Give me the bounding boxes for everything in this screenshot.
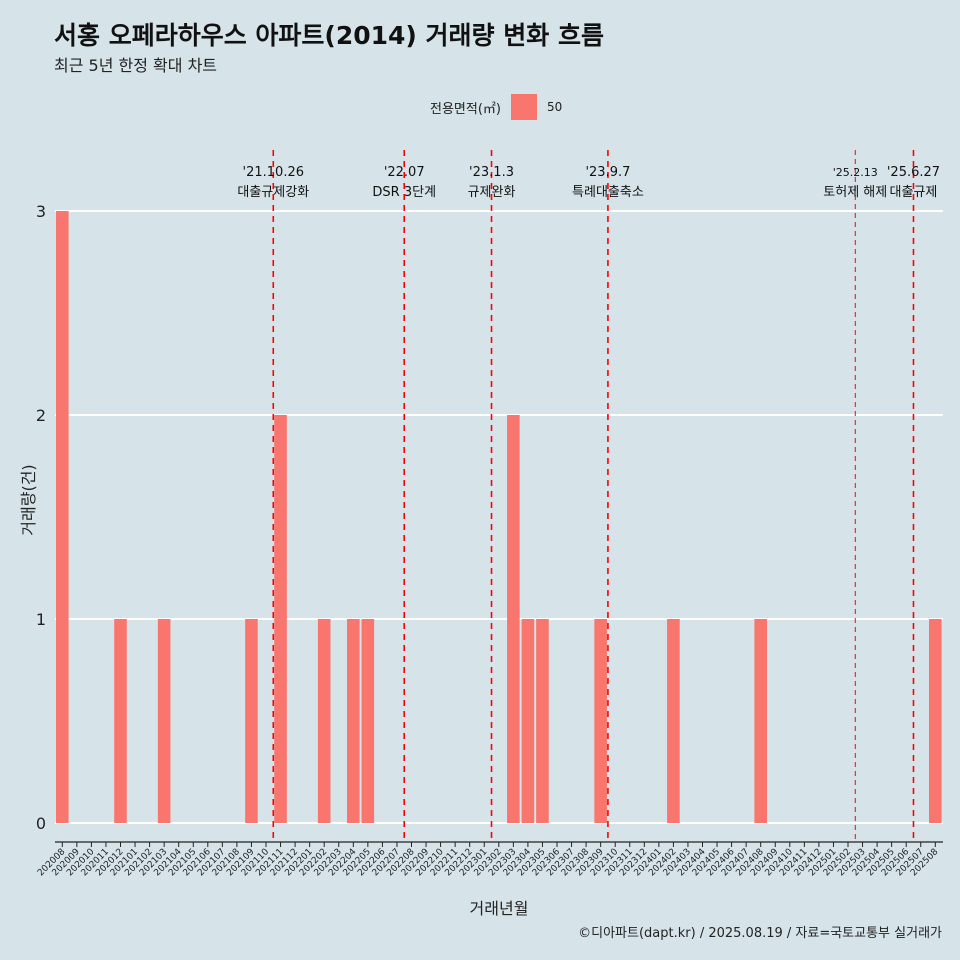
y-tick-label: 0 <box>36 814 46 833</box>
event-date-label: '23.9.7 <box>585 165 630 180</box>
chart-subtitle: 최근 5년 한정 확대 차트 <box>54 56 218 75</box>
bar <box>245 619 258 823</box>
event-date-label: '25.6.27 <box>887 165 940 180</box>
y-tick-label: 2 <box>36 406 46 425</box>
x-axis-title: 거래년월 <box>470 899 529 918</box>
legend-item-label: 50 <box>546 100 563 114</box>
bar <box>521 619 535 823</box>
bar <box>56 211 69 823</box>
bar <box>507 415 520 823</box>
bar <box>536 619 549 823</box>
event-label: 대출규제강화 <box>237 185 309 200</box>
y-tick-label: 3 <box>36 202 46 221</box>
bar <box>929 619 942 823</box>
y-tick-label: 1 <box>36 610 46 629</box>
legend-swatch <box>510 94 537 120</box>
bar <box>317 619 331 823</box>
event-label: 토허제 해제 <box>823 185 887 200</box>
event-date-label: '23.1.3 <box>469 165 514 180</box>
legend: 전용면적(㎡) 50 <box>430 94 562 120</box>
bar <box>667 619 680 823</box>
chart-title: 서홍 오페라하우스 아파트(2014) 거래량 변화 흐름 <box>54 21 604 50</box>
event-label: DSR 3단계 <box>372 185 436 200</box>
event-label: 특례대출축소 <box>572 185 644 200</box>
bar <box>274 415 287 823</box>
legend-title: 전용면적(㎡) <box>430 101 501 117</box>
event-date-label: '25.2.13 <box>833 166 878 179</box>
source-caption: ©디아파트(dapt.kr) / 2025.08.19 / 자료=국토교통부 실… <box>578 926 942 941</box>
event-date-label: '21.10.26 <box>243 165 304 180</box>
event-label: 규제완화 <box>468 185 516 200</box>
bar <box>594 619 607 823</box>
bar <box>754 619 767 823</box>
event-date-label: '22.07 <box>384 165 425 180</box>
bar <box>361 619 375 823</box>
event-label: 대출규제 <box>890 185 938 200</box>
y-axis-title: 거래량(건) <box>19 464 38 535</box>
bar <box>157 619 171 823</box>
bar <box>114 619 127 823</box>
bar <box>347 619 360 823</box>
